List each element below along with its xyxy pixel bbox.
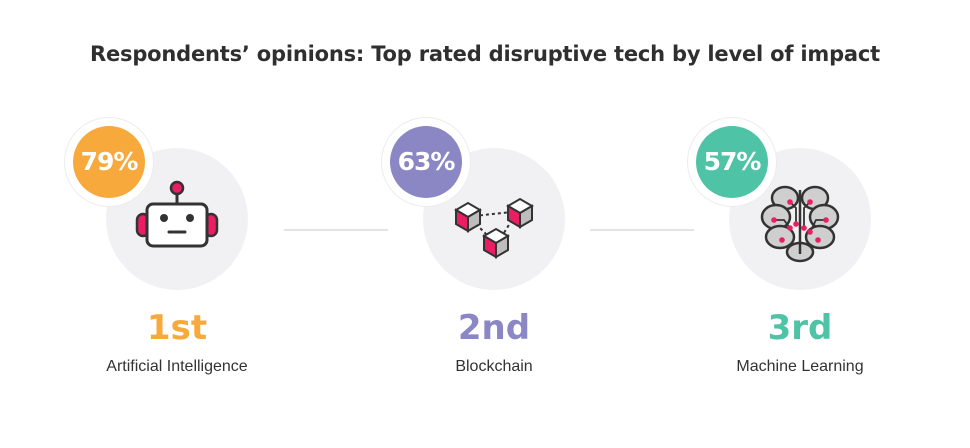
rank-text: 1st — [146, 308, 208, 348]
robot-icon — [135, 180, 219, 248]
rank-card-ai: 79% 1st Artificial Intelligence — [71, 110, 331, 410]
tech-label: Blockchain — [455, 358, 533, 375]
percent-badge: 57% — [696, 126, 768, 198]
percent-badge: 79% — [73, 126, 145, 198]
rank-text: 3rd — [767, 308, 833, 348]
rank-card-blockchain: 63% 2nd Blockchain — [388, 110, 648, 410]
tech-label: Artificial Intelligence — [106, 358, 248, 375]
connector-line — [590, 229, 694, 231]
rank-text: 2nd — [457, 308, 531, 348]
blockchain-icon — [454, 197, 534, 259]
connector-line — [284, 229, 388, 231]
page-title: Respondents’ opinions: Top rated disrupt… — [90, 42, 880, 66]
rank-card-ml: 57% 3rd Machine Learning — [694, 110, 954, 410]
brain-icon — [760, 185, 840, 263]
percent-badge: 63% — [390, 126, 462, 198]
tech-label: Machine Learning — [736, 358, 864, 375]
